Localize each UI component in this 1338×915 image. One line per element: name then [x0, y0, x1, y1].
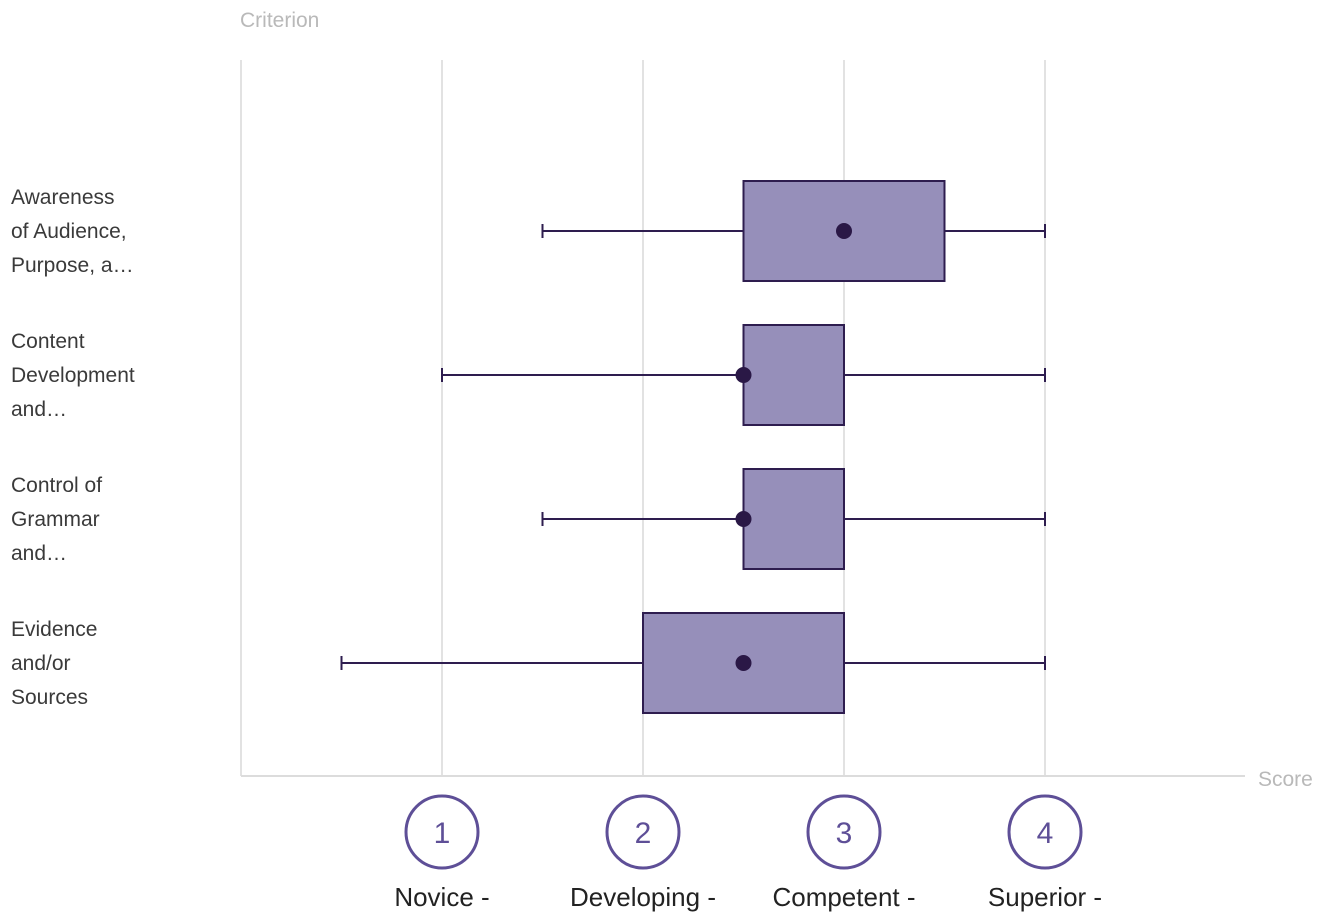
tick-number: 1 — [434, 817, 451, 850]
x-tick: 1 Novice - — [394, 794, 490, 912]
iqr-box — [742, 324, 845, 426]
median-dot — [735, 511, 752, 527]
category-label: Control of Grammar and… — [11, 474, 102, 565]
tick-badge — [605, 794, 681, 870]
x-tick: 4 Superior - — [988, 794, 1102, 912]
category-label-line: and… — [11, 542, 67, 565]
x-axis-title: Score — [1258, 768, 1313, 791]
box-row — [340, 612, 1046, 714]
category-label-line: Evidence — [11, 618, 97, 641]
tick-label: Competent - — [772, 882, 915, 912]
median-dot — [735, 367, 752, 383]
tick-number: 2 — [635, 817, 652, 850]
box-row — [441, 324, 1046, 426]
category-label-line: of Audience, — [11, 220, 127, 243]
category-labels: Awareness of Audience, Purpose, a… Content D… — [11, 186, 135, 709]
category-label-line: Development — [11, 364, 135, 387]
category-label-line: and/or — [11, 652, 71, 675]
category-label: Content Development and… — [11, 330, 135, 421]
category-label-line: Grammar — [11, 508, 100, 531]
iqr-box — [642, 612, 845, 714]
category-label-line: Control of — [11, 474, 102, 497]
tick-label: Superior - — [988, 882, 1102, 912]
category-label-line: Sources — [11, 686, 88, 709]
tick-badge — [404, 794, 480, 870]
category-label-line: and… — [11, 398, 67, 421]
iqr-box — [742, 468, 845, 570]
tick-number: 3 — [836, 817, 853, 850]
category-label-line: Purpose, a… — [11, 254, 134, 277]
y-axis-title: Criterion — [240, 9, 319, 32]
category-label-line: Content — [11, 330, 85, 353]
category-label-line: Awareness — [11, 186, 115, 209]
tick-number: 4 — [1037, 817, 1054, 850]
median-dot — [735, 655, 752, 671]
tick-badge — [806, 794, 882, 870]
median-dot — [836, 223, 852, 239]
category-label: Evidence and/or Sources — [11, 618, 97, 709]
x-tick: 3 Competent - — [772, 794, 916, 912]
tick-label: Novice - — [394, 882, 489, 912]
box-row — [541, 180, 1046, 282]
category-label: Awareness of Audience, Purpose, a… — [11, 186, 134, 277]
tick-label: Developing - — [570, 882, 716, 912]
box-series — [340, 180, 1046, 714]
box-row — [541, 468, 1046, 570]
tick-badge — [1007, 794, 1083, 870]
x-tick: 2 Developing - — [570, 794, 716, 912]
x-axis-ticks: 1 Novice - 2 Developing - 3 Competent - 4 Super… — [394, 794, 1102, 912]
